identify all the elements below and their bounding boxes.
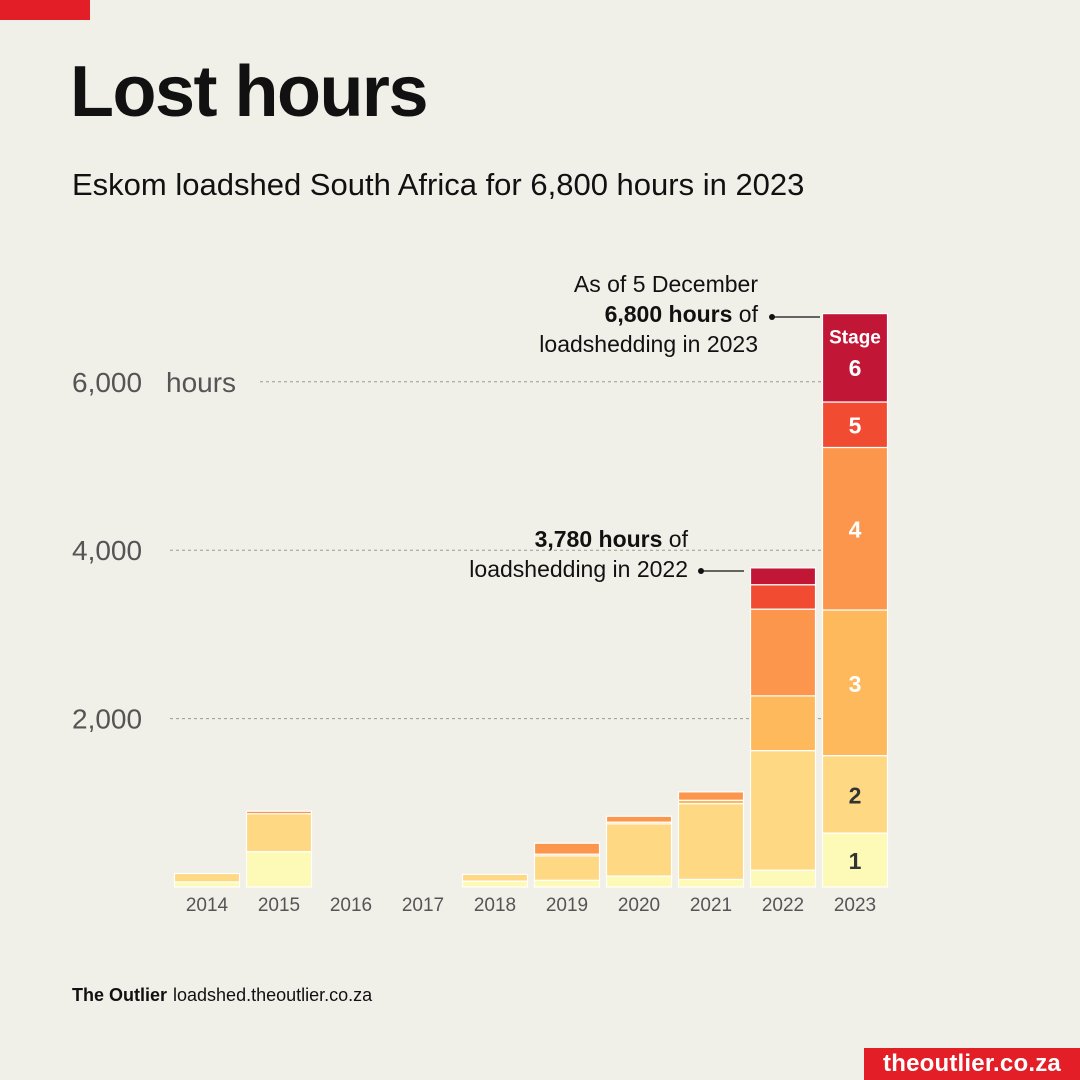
bar-2022-stage-6 bbox=[749, 567, 817, 586]
x-tick-label-2014: 2014 bbox=[186, 895, 229, 916]
bar-2015-stage-2 bbox=[245, 813, 313, 853]
bar-2020-stage-2 bbox=[605, 823, 673, 877]
footer-brand: The Outlier bbox=[72, 985, 168, 1005]
x-tick-label-2020: 2020 bbox=[618, 895, 660, 916]
site-badge[interactable]: theoutlier.co.za bbox=[864, 1048, 1080, 1080]
y-unit-label: hours bbox=[166, 367, 236, 398]
y-tick-label-6000: 6,000 bbox=[72, 367, 142, 398]
bar-2022-stage-2 bbox=[749, 749, 817, 871]
bar-2021-stage-4 bbox=[677, 791, 745, 801]
annotation-2022-text: loadshedding in 2022 bbox=[469, 556, 688, 582]
footer-credit: The Outlier loadshed.theoutlier.co.za bbox=[72, 985, 372, 1006]
annotation-2023-total: 6,800 hours of bbox=[539, 299, 758, 329]
x-tick-label-2022: 2022 bbox=[762, 895, 804, 916]
bar-2014-stage-2 bbox=[173, 872, 241, 883]
stage-label-1: 1 bbox=[849, 848, 862, 874]
bar-2019-stage-4 bbox=[533, 842, 601, 855]
bar-2022-stage-3 bbox=[749, 695, 817, 752]
annotation-2023-hours: 6,800 hours bbox=[604, 301, 733, 327]
bar-2023-stage-4 bbox=[821, 446, 889, 611]
legend-title-stage: Stage bbox=[829, 328, 881, 349]
bar-2023-stage-5 bbox=[821, 401, 889, 449]
footer-url[interactable]: loadshed.theoutlier.co.za bbox=[173, 985, 373, 1005]
bar-2022-stage-1 bbox=[749, 869, 817, 888]
bar-2015-stage-1 bbox=[245, 851, 313, 888]
chart-subtitle: Eskom loadshed South Africa for 6,800 ho… bbox=[72, 167, 805, 202]
bar-2022-stage-4 bbox=[749, 608, 817, 697]
bar-2023-stage-6 bbox=[821, 312, 889, 403]
annotation-2023-of: of bbox=[732, 301, 758, 327]
x-tick-label-2015: 2015 bbox=[258, 895, 300, 916]
bar-2023-stage-1 bbox=[821, 832, 889, 888]
bar-2018-stage-2 bbox=[461, 873, 529, 882]
bar-2019-stage-1 bbox=[533, 879, 601, 888]
stage-label-4: 4 bbox=[849, 517, 862, 543]
stage-label-5: 5 bbox=[849, 413, 862, 439]
annotation-2022-total: 3,780 hours of bbox=[469, 524, 688, 554]
bar-2020-stage-1 bbox=[605, 875, 673, 888]
annotation-2022-hours: 3,780 hours bbox=[534, 526, 663, 552]
x-tick-label-2017: 2017 bbox=[402, 895, 444, 916]
bar-2023-stage-3 bbox=[821, 609, 889, 757]
bar-2018-stage-1 bbox=[461, 880, 529, 888]
bar-2022-stage-5 bbox=[749, 584, 817, 610]
bar-2020-stage-4 bbox=[605, 815, 673, 823]
y-tick-label-2000: 2,000 bbox=[72, 704, 142, 735]
bar-2023-stage-2 bbox=[821, 755, 889, 834]
annotation-2022-of: of bbox=[662, 526, 688, 552]
x-tick-label-2019: 2019 bbox=[546, 895, 588, 916]
brand-accent-bar bbox=[0, 0, 90, 20]
y-tick-label-4000: 4,000 bbox=[72, 535, 142, 566]
bar-2019-stage-2 bbox=[533, 855, 601, 881]
annotation-2023-date: As of 5 December bbox=[573, 271, 758, 297]
bar-2021-stage-1 bbox=[677, 878, 745, 888]
chart-title: Lost hours bbox=[70, 52, 429, 132]
bar-2014-stage-1 bbox=[173, 881, 241, 888]
annotation-2022: 3,780 hours of loadshedding in 2022 bbox=[469, 524, 688, 584]
stage-label-6: 6 bbox=[849, 355, 862, 381]
x-tick-label-2023: 2023 bbox=[834, 895, 876, 916]
annotation-2023-text: loadshedding in 2023 bbox=[539, 331, 758, 357]
bar-2015-stage-4 bbox=[245, 810, 313, 815]
annotation-2023: As of 5 December 6,800 hours of loadshed… bbox=[539, 269, 758, 359]
stage-label-2: 2 bbox=[849, 782, 862, 808]
x-tick-label-2018: 2018 bbox=[474, 895, 516, 916]
x-tick-label-2016: 2016 bbox=[330, 895, 372, 916]
bar-2021-stage-2 bbox=[677, 803, 745, 881]
x-tick-label-2021: 2021 bbox=[690, 895, 732, 916]
stage-label-3: 3 bbox=[849, 671, 862, 697]
